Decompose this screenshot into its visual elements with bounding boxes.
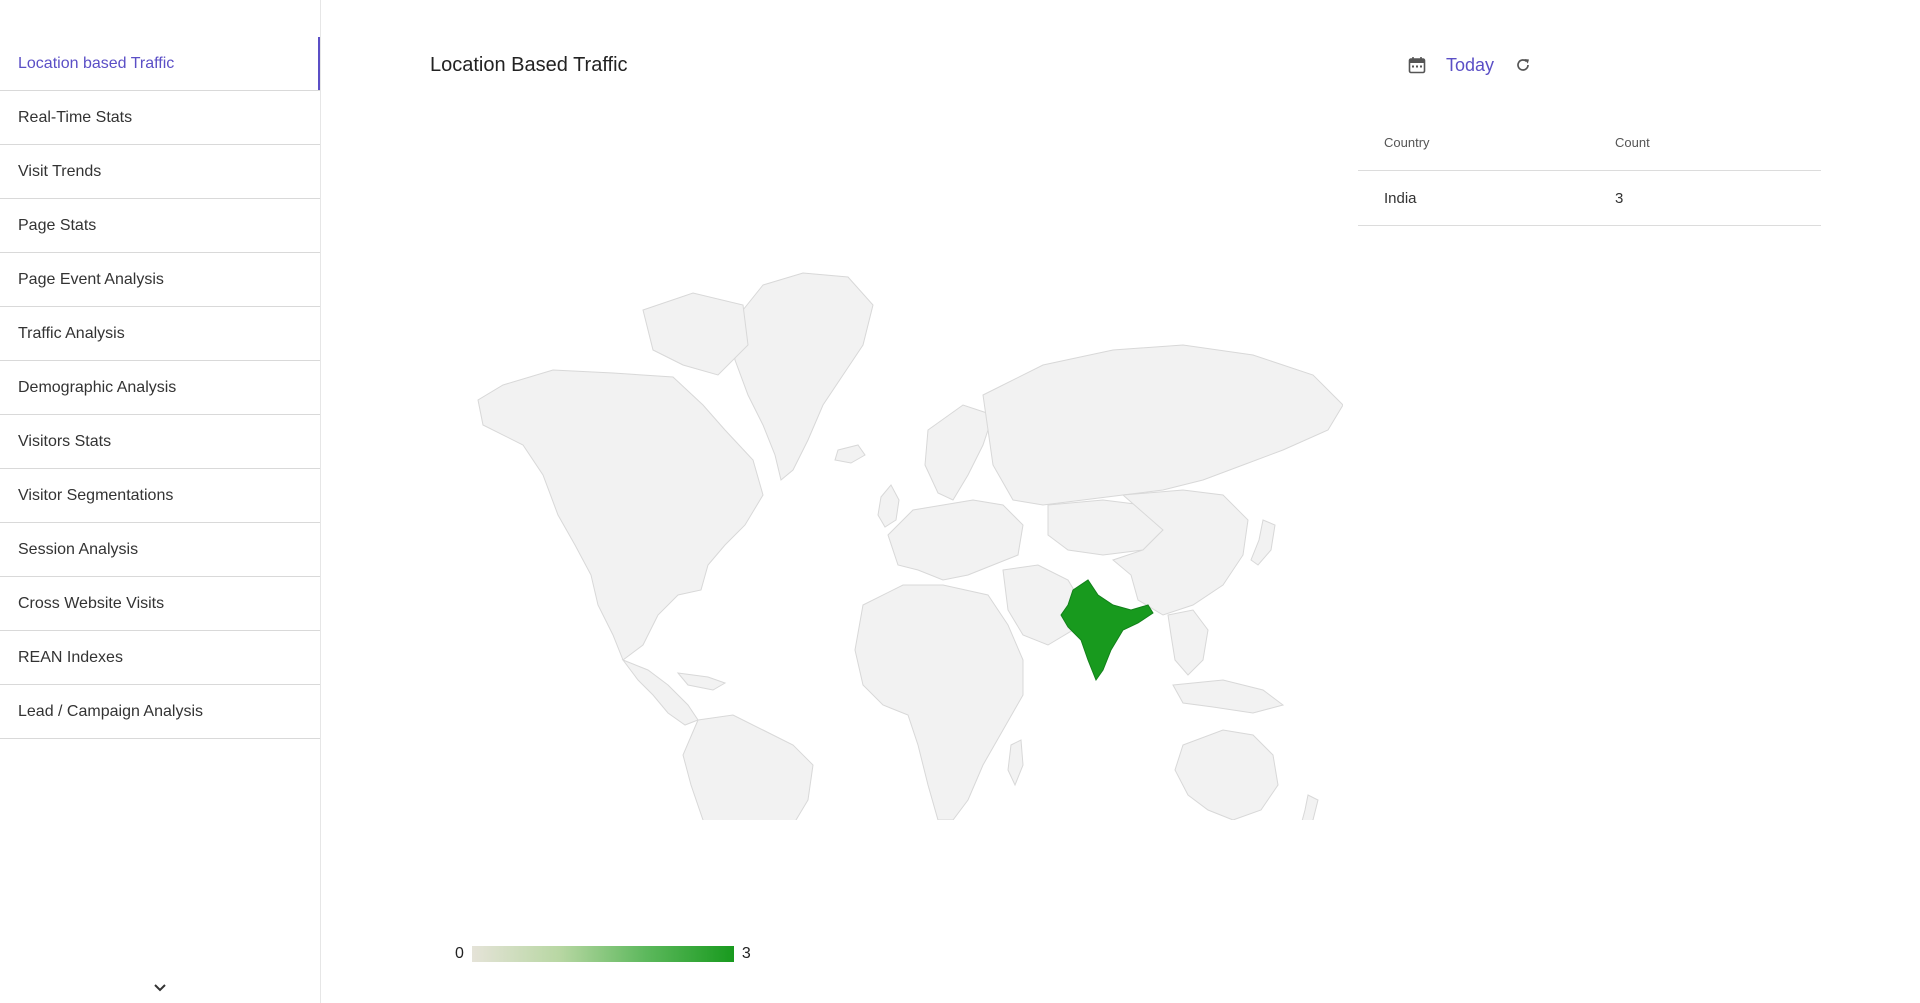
sidebar-item-visitor-segmentations[interactable]: Visitor Segmentations [0,469,320,523]
sidebar-item-visitors-stats[interactable]: Visitors Stats [0,415,320,469]
map-region-central-america[interactable] [621,658,699,726]
legend-max-label: 3 [741,945,751,962]
cell-count: 3 [1589,170,1821,226]
map-region-madagascar[interactable] [1007,739,1024,787]
sidebar-item-session-analysis[interactable]: Session Analysis [0,523,320,577]
map-region-europe[interactable] [887,499,1024,581]
sidebar-item-page-stats[interactable]: Page Stats [0,199,320,253]
cell-country: India [1358,170,1589,226]
chevron-down-icon[interactable] [150,980,170,994]
map-region-east-asia[interactable] [1111,489,1249,616]
world-map[interactable] [463,265,1344,981]
sidebar-item-label: Real-Time Stats [18,108,133,126]
map-region-india[interactable] [1060,579,1154,682]
table-header-row: Country Count [1358,115,1821,171]
column-header-country[interactable]: Country [1358,115,1589,171]
sidebar-item-real-time-stats[interactable]: Real-Time Stats [0,91,320,145]
map-region-iceland[interactable] [834,444,866,464]
date-range-button[interactable]: Today [1445,54,1494,75]
sidebar-item-cross-website-visits[interactable]: Cross Website Visits [0,577,320,631]
country-count-table: Country Count India 3 [1358,115,1821,226]
sidebar-item-label: Location based Traffic [18,54,175,72]
refresh-icon[interactable] [1512,54,1534,76]
sidebar-item-traffic-analysis[interactable]: Traffic Analysis [0,307,320,361]
calendar-icon[interactable] [1406,54,1428,76]
map-region-africa[interactable] [854,584,1024,821]
map-region-southeast-asia[interactable] [1167,609,1209,676]
map-region-indonesia[interactable] [1172,679,1285,714]
map-region-australia[interactable] [1174,729,1279,821]
map-region-new-zealand[interactable] [1300,794,1319,826]
sidebar-item-label: Visit Trends [18,162,102,180]
sidebar-item-label: REAN Indexes [18,648,123,666]
sidebar: Location based Traffic Real-Time Stats V… [0,0,321,1003]
table-row: India 3 [1358,170,1821,226]
world-map-svg [477,272,1344,981]
sidebar-item-label: Visitors Stats [18,432,112,450]
page-title: Location Based Traffic [430,54,628,76]
sidebar-item-label: Cross Website Visits [18,594,165,612]
sidebar-item-lead-campaign-analysis[interactable]: Lead / Campaign Analysis [0,685,320,739]
sidebar-item-label: Visitor Segmentations [18,486,174,504]
sidebar-item-page-event-analysis[interactable]: Page Event Analysis [0,253,320,307]
sidebar-item-label: Session Analysis [18,540,139,558]
legend-min-label: 0 [455,945,464,962]
map-region-scandinavia[interactable] [924,404,994,501]
sidebar-item-label: Page Stats [18,216,97,234]
map-region-south-america[interactable] [682,714,814,981]
map-region-north-america[interactable] [477,369,764,661]
sidebar-item-label: Demographic Analysis [18,378,177,396]
sidebar-item-label: Traffic Analysis [18,324,125,342]
map-region-arctic-islands[interactable] [642,292,749,376]
map-region-russia[interactable] [982,344,1344,506]
sidebar-item-rean-indexes[interactable]: REAN Indexes [0,631,320,685]
map-region-japan[interactable] [1250,519,1276,566]
legend-gradient-bar [471,946,734,962]
header-actions: Today [1406,54,1534,76]
sidebar-item-label: Lead / Campaign Analysis [18,702,203,720]
map-region-caribbean[interactable] [676,672,727,691]
sidebar-nav: Location based Traffic Real-Time Stats V… [0,37,320,739]
map-legend: 0 3 [455,945,751,963]
sidebar-item-demographic-analysis[interactable]: Demographic Analysis [0,361,320,415]
map-region-greenland[interactable] [730,272,874,481]
sidebar-item-location-based-traffic[interactable]: Location based Traffic [0,37,320,91]
sidebar-item-visit-trends[interactable]: Visit Trends [0,145,320,199]
map-region-uk[interactable] [877,484,900,528]
column-header-count[interactable]: Count [1589,115,1821,171]
sidebar-item-label: Page Event Analysis [18,270,164,288]
